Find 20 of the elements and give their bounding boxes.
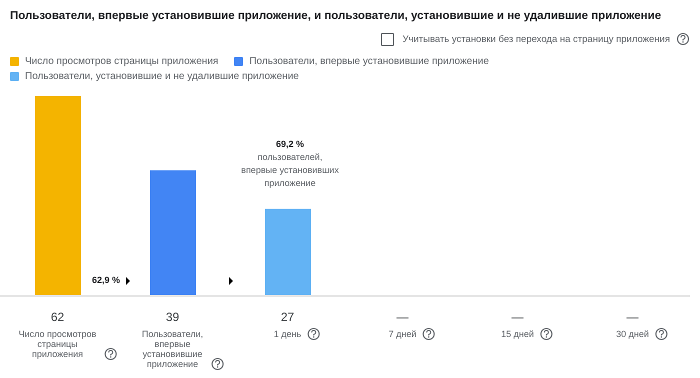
chart-title: Пользователи, впервые установившие приложение, и пользователи, установившие и не удалившие приложение	[10, 10, 662, 22]
x-tick-label: 1 день	[274, 329, 302, 339]
x-tick-label: 15 дней	[501, 329, 534, 339]
text: —	[626, 310, 638, 324]
text: Учитывать установки без перехода на страницу приложения	[402, 34, 670, 44]
legend-label: Пользователи, впервые установившие приложение	[249, 56, 489, 67]
legend-label: Пользователи, установившие и не удалившие приложение	[25, 71, 299, 82]
text: —	[512, 310, 524, 324]
data-label: 62	[50, 310, 64, 324]
x-tick-label: Число просмотров страницы приложения	[18, 329, 97, 359]
annotation: 69,2 %	[274, 138, 306, 151]
x-tick-label: 7 дней	[388, 329, 416, 339]
x-tick-label: Пользователи, впервые установившие приложение	[142, 329, 204, 369]
annotation: 62,9 %	[92, 275, 120, 285]
legend-label: Число просмотров страницы приложения	[25, 56, 218, 67]
text: —	[396, 310, 408, 324]
data-label: 39	[166, 310, 180, 324]
annotation: пользователей, впервые установивших приложение	[240, 151, 340, 190]
x-tick-label: 30 дней	[616, 329, 649, 339]
data-label: 27	[280, 310, 294, 324]
